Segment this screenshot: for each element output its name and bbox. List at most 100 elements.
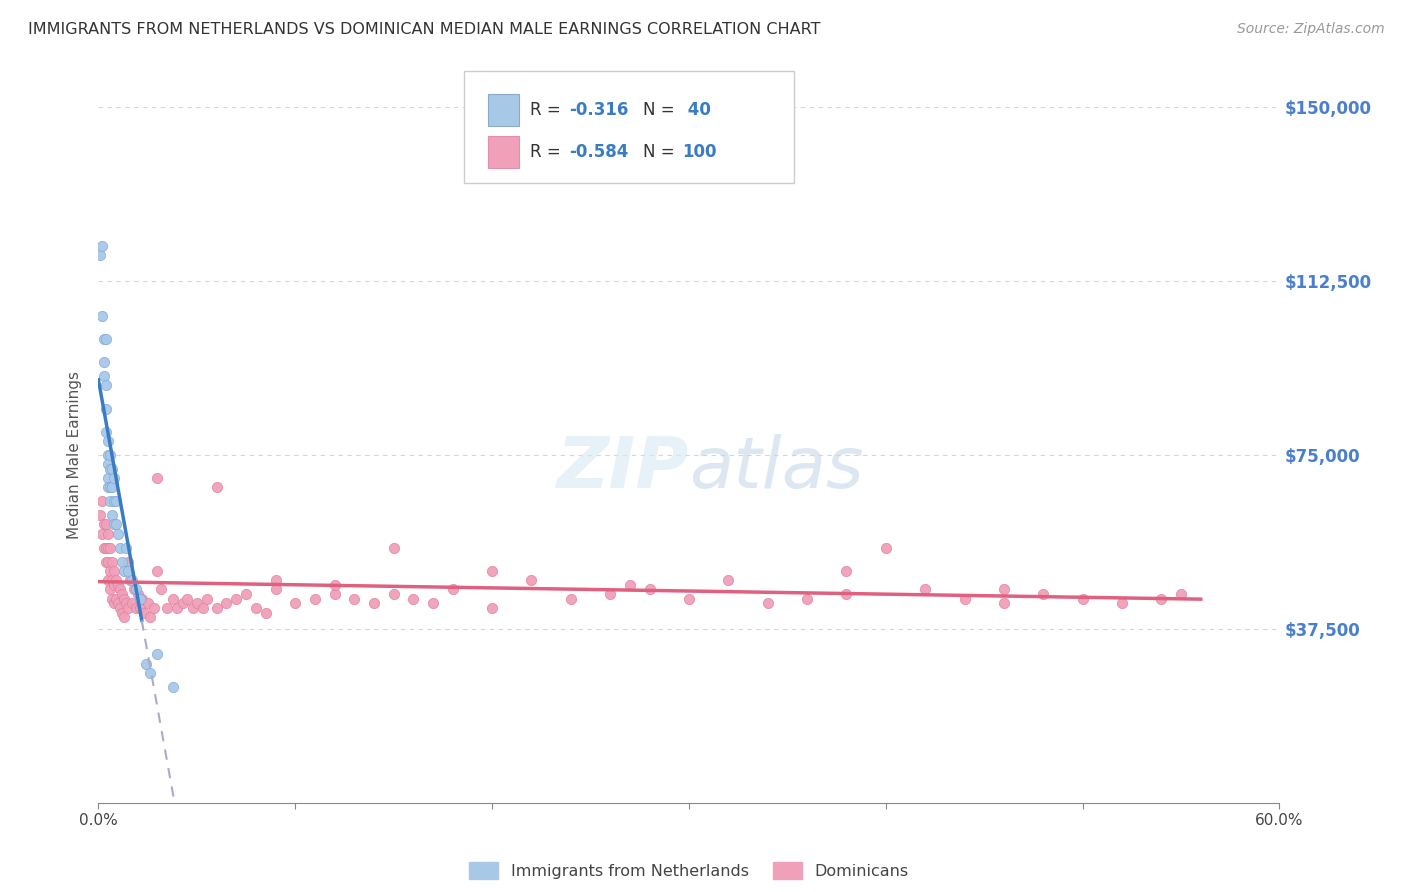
Point: [111, 587, 134, 601]
Point: [97, 434, 120, 448]
Point: [93, 355, 115, 369]
Y-axis label: Median Male Earnings: Median Male Earnings: [67, 371, 83, 539]
Point: [953, 591, 976, 606]
Point: [101, 480, 124, 494]
Point: [215, 596, 238, 610]
Point: [235, 587, 257, 601]
Point: [382, 541, 405, 555]
Point: [108, 601, 131, 615]
Point: [131, 591, 153, 606]
Point: [382, 587, 405, 601]
Point: [254, 606, 277, 620]
Point: [117, 601, 139, 615]
Point: [136, 596, 159, 610]
Point: [150, 582, 173, 597]
Point: [96, 401, 118, 416]
Point: [107, 578, 129, 592]
Point: [103, 596, 125, 610]
Point: [363, 596, 385, 610]
Point: [97, 555, 120, 569]
Point: [89, 508, 111, 523]
Point: [108, 541, 131, 555]
Point: [146, 648, 169, 662]
Point: [264, 582, 287, 597]
Point: [796, 591, 818, 606]
Point: [304, 591, 326, 606]
Point: [191, 601, 214, 615]
Point: [112, 610, 135, 624]
Point: [156, 601, 179, 615]
Point: [98, 582, 121, 597]
Point: [619, 578, 641, 592]
Point: [91, 309, 114, 323]
Point: [128, 601, 150, 615]
Point: [284, 596, 307, 610]
Point: [323, 578, 346, 592]
Point: [225, 591, 247, 606]
Point: [121, 573, 143, 587]
Point: [97, 448, 120, 462]
Point: [756, 596, 779, 610]
Point: [105, 517, 128, 532]
Point: [97, 541, 120, 555]
Point: [98, 480, 121, 494]
Point: [1071, 591, 1094, 606]
Point: [112, 564, 135, 578]
Point: [96, 555, 118, 569]
Point: [101, 462, 124, 476]
Text: R =: R =: [530, 143, 567, 161]
Point: [142, 601, 165, 615]
Point: [127, 587, 149, 601]
Point: [146, 564, 169, 578]
Point: [264, 573, 287, 587]
Point: [107, 526, 129, 541]
Point: [98, 462, 121, 476]
Point: [132, 606, 155, 620]
Point: [481, 564, 503, 578]
Point: [993, 596, 1015, 610]
Point: [112, 591, 135, 606]
Point: [91, 494, 114, 508]
Point: [93, 369, 115, 384]
Point: [678, 591, 700, 606]
Point: [1150, 591, 1173, 606]
Point: [96, 378, 118, 392]
Point: [115, 541, 138, 555]
Text: Source: ZipAtlas.com: Source: ZipAtlas.com: [1237, 22, 1385, 37]
Point: [101, 508, 124, 523]
Point: [441, 582, 464, 597]
Point: [481, 601, 503, 615]
Point: [181, 601, 204, 615]
Point: [146, 471, 169, 485]
Point: [98, 494, 121, 508]
Point: [195, 591, 218, 606]
Point: [176, 591, 198, 606]
Point: [138, 665, 160, 680]
Point: [245, 601, 267, 615]
Text: IMMIGRANTS FROM NETHERLANDS VS DOMINICAN MEDIAN MALE EARNINGS CORRELATION CHART: IMMIGRANTS FROM NETHERLANDS VS DOMINICAN…: [28, 22, 821, 37]
Point: [121, 596, 143, 610]
Point: [186, 596, 208, 610]
Point: [111, 606, 134, 620]
Point: [1170, 587, 1192, 601]
Text: N =: N =: [643, 143, 679, 161]
Point: [717, 573, 740, 587]
Point: [560, 591, 582, 606]
Point: [520, 573, 543, 587]
Point: [111, 555, 134, 569]
Point: [107, 596, 129, 610]
Point: [97, 457, 120, 471]
Point: [205, 480, 228, 494]
Point: [599, 587, 621, 601]
Point: [128, 591, 150, 606]
Point: [101, 591, 124, 606]
Legend: Immigrants from Netherlands, Dominicans: Immigrants from Netherlands, Dominicans: [463, 856, 915, 885]
Point: [105, 591, 128, 606]
Point: [914, 582, 936, 597]
Point: [103, 471, 125, 485]
Point: [98, 541, 121, 555]
Point: [96, 541, 118, 555]
Point: [993, 582, 1015, 597]
Point: [172, 596, 194, 610]
Point: [97, 471, 120, 485]
